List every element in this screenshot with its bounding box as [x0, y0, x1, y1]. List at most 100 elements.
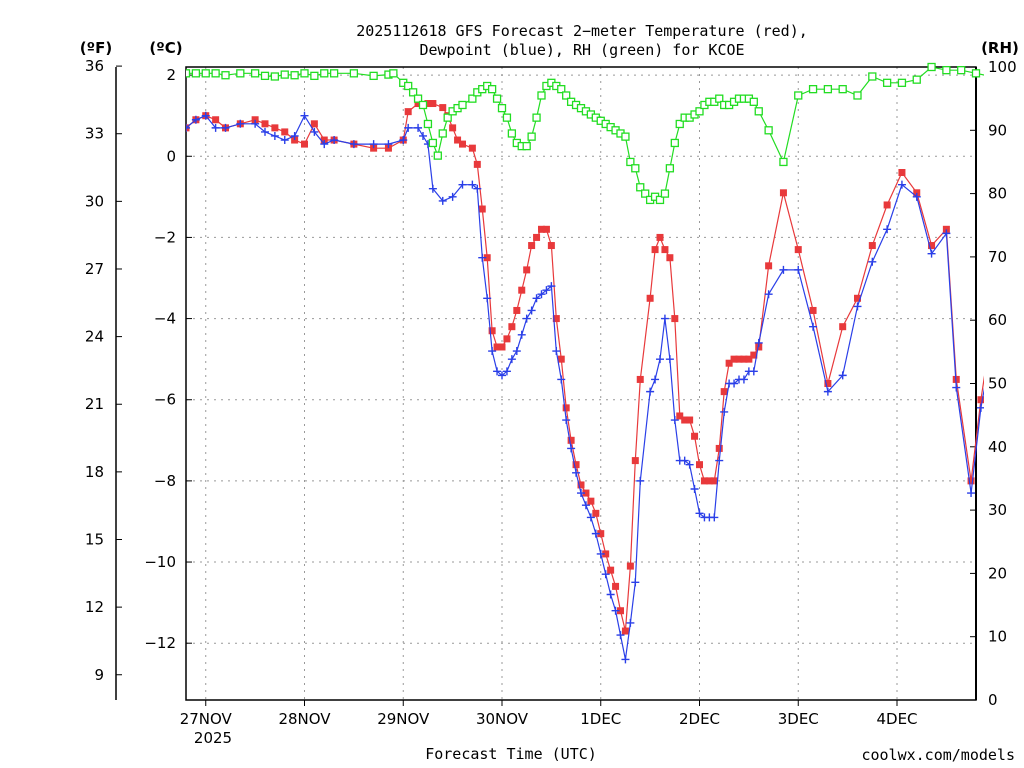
rh-point — [537, 91, 546, 100]
dewpoint-point — [473, 184, 482, 193]
x-tick-label: 1DEC — [580, 710, 621, 728]
celsius-tick-label: −2 — [154, 228, 176, 246]
temperature-point — [720, 388, 728, 396]
temperature-point — [587, 497, 595, 505]
dewpoint-point — [270, 131, 279, 140]
dewpoint-point — [838, 371, 847, 380]
temperature-point — [671, 315, 679, 323]
temperature-point — [533, 233, 541, 241]
rh-point — [260, 71, 270, 81]
temperature-point — [854, 294, 861, 302]
rh-point — [957, 66, 966, 75]
dewpoint-point — [448, 192, 457, 201]
dewpoint-point — [290, 131, 299, 140]
dewpoint-point — [680, 456, 689, 465]
rh-point — [749, 97, 758, 106]
temperature-point — [626, 562, 634, 570]
temperature-point — [439, 104, 447, 112]
rh-point — [897, 78, 907, 87]
temperature-point — [429, 100, 437, 108]
dewpoint-point — [646, 387, 655, 396]
dewpoint-point — [685, 460, 694, 469]
fahrenheit-tick-label: 24 — [85, 328, 104, 346]
temperature-point — [621, 627, 629, 635]
dewpoint-point — [631, 578, 640, 587]
rh-tick-label: 40 — [988, 438, 1007, 456]
rh-point — [250, 69, 260, 78]
temperature-point — [646, 294, 654, 302]
temperature-point — [725, 359, 733, 367]
rh-tick-label: 0 — [988, 691, 998, 709]
dewpoint-point — [616, 631, 625, 640]
temperature-point — [261, 120, 269, 128]
dewpoint-point — [883, 225, 892, 234]
rh-point — [443, 113, 452, 122]
dewpoint-point — [300, 111, 309, 120]
dewpoint-point — [853, 302, 862, 311]
dewpoint-point — [690, 485, 699, 493]
x-tick-label: 28NOV — [278, 710, 331, 728]
rh-point — [428, 138, 438, 148]
dewpoint-point — [532, 294, 541, 303]
temperature-point — [735, 355, 743, 363]
dewpoint-point — [310, 127, 319, 136]
rh-tick-label: 10 — [988, 628, 1007, 646]
temperature-point — [809, 306, 817, 314]
dewpoint-point — [656, 355, 664, 364]
fahrenheit-tick-label: 21 — [85, 395, 104, 413]
tick-labels: 27NOV 28NOV 29NOV 30NOV 1DEC 2DEC 3DEC 4DEC20−2… — [85, 57, 1017, 728]
dewpoint-point — [414, 123, 423, 132]
temperature-point — [493, 343, 501, 351]
temperature-point — [913, 189, 921, 197]
rh-point — [369, 71, 378, 81]
rh-point — [557, 85, 566, 94]
dewpoint-point — [201, 111, 210, 120]
rh-point — [665, 164, 675, 173]
dewpoint-point — [493, 367, 502, 376]
temperature-point — [715, 444, 723, 452]
temperature-point — [696, 461, 703, 469]
temperature-point — [686, 416, 694, 424]
dewpoint-point — [517, 330, 526, 339]
dewpoint-point — [621, 655, 630, 664]
rh-tick-label: 70 — [988, 248, 1007, 266]
temperature-point — [617, 607, 624, 615]
temperature-point — [602, 550, 610, 558]
dewpoint-line — [186, 114, 984, 660]
fahrenheit-tick-label: 36 — [85, 57, 104, 75]
dewpoint-point — [660, 314, 669, 323]
dewpoint-point — [320, 140, 329, 149]
dewpoint-point — [967, 489, 976, 498]
x-tick-label: 29NOV — [377, 710, 430, 728]
rh-point — [423, 119, 433, 129]
credit-text: coolwx.com/models — [861, 746, 1015, 764]
celsius-tick-label: −10 — [144, 553, 176, 571]
dewpoint-point — [567, 444, 576, 453]
rh-point — [201, 69, 210, 78]
rh-point — [522, 141, 531, 151]
rh-point — [754, 107, 763, 116]
dewpoint-point — [626, 618, 635, 627]
temperature-point — [750, 351, 758, 359]
dewpoint-point — [236, 119, 245, 128]
dewpoint-point — [976, 403, 984, 412]
dewpoint-point — [651, 375, 660, 384]
temperature-point — [765, 262, 773, 270]
temperature-point — [755, 343, 763, 351]
dewpoint-point — [897, 180, 906, 189]
temperature-point — [977, 396, 984, 404]
rh-point — [320, 69, 329, 78]
temperature-point — [691, 432, 699, 440]
temperature-point — [291, 136, 299, 144]
temperature-point — [468, 144, 476, 152]
temperature-point — [281, 128, 289, 136]
dewpoint-point — [399, 136, 408, 145]
fahrenheit-tick-label: 12 — [85, 598, 104, 616]
temperature-point — [656, 233, 664, 241]
dewpoint-point — [384, 140, 393, 149]
rh-point — [280, 70, 289, 79]
temperature-point — [868, 242, 876, 250]
dewpoint-point — [527, 306, 536, 315]
chart-title-line-2: Dewpoint (blue), RH (green) for KCOE — [419, 41, 744, 59]
